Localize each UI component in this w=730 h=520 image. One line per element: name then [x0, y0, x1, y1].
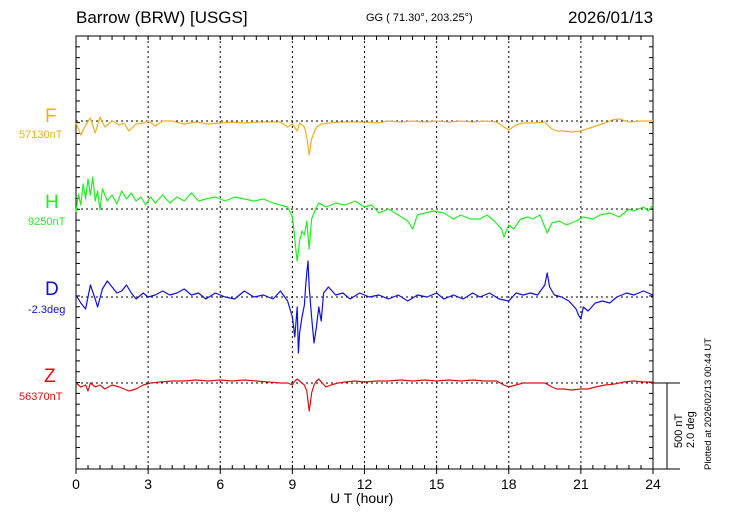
series-line-z: [75, 378, 653, 412]
component-label-z: Z: [44, 366, 56, 387]
x-tick-label-3: 3: [144, 476, 152, 492]
component-label-f: F: [45, 106, 57, 127]
component-baseline-h: 9250nT: [28, 216, 66, 228]
x-axis-label: U T (hour): [330, 490, 394, 506]
component-baseline-d: -2.3deg: [28, 304, 66, 316]
x-tick-label-18: 18: [501, 476, 517, 492]
x-tick-label-0: 0: [72, 476, 80, 492]
x-tick-label-21: 21: [573, 476, 589, 492]
series-line-d: [75, 260, 654, 354]
plotted-timestamp: Plotted at 2026/02/13 00:44 UT: [703, 337, 714, 470]
component-label-h: H: [45, 192, 59, 213]
x-tick-label-15: 15: [429, 476, 445, 492]
x-tick-label-9: 9: [288, 476, 296, 492]
series-line-h: [75, 176, 654, 262]
scale-deg-label: 2.0 deg: [685, 411, 697, 448]
component-baseline-f: 57130nT: [19, 129, 63, 141]
date-label: 2026/01/13: [568, 8, 654, 27]
component-label-d: D: [45, 279, 59, 300]
component-baseline-z: 56370nT: [19, 391, 63, 403]
x-tick-label-6: 6: [216, 476, 224, 492]
x-tick-label-12: 12: [357, 476, 373, 492]
station-title: Barrow (BRW) [USGS]: [76, 8, 248, 27]
series-line-f: [75, 116, 653, 156]
scale-nt-label: 500 nT: [673, 413, 685, 448]
x-tick-label-24: 24: [645, 476, 661, 492]
coordinates-label: GG ( 71.30°, 203.25°): [366, 12, 473, 24]
